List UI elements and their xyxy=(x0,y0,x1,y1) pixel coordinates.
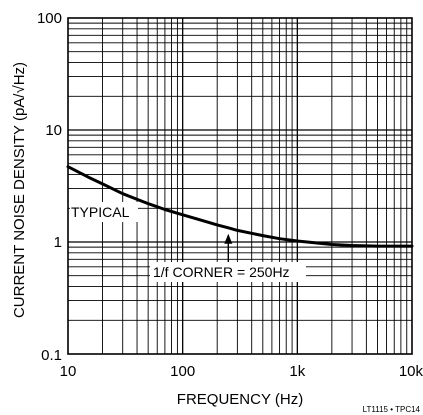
corner-arrow-head xyxy=(224,233,233,244)
series-line-typical xyxy=(66,165,414,248)
x-axis-title: FREQUENCY (Hz) xyxy=(177,391,303,408)
grid xyxy=(68,18,412,354)
typical-label-annotation: TYPICAL xyxy=(70,202,138,222)
corner-label: 1/f CORNER = 250Hz xyxy=(153,264,290,280)
plot-frame xyxy=(67,17,413,355)
x-tick-label: 1k xyxy=(289,363,305,380)
typical-label-background xyxy=(70,202,138,222)
y-tick-label: 0.1 xyxy=(41,347,62,364)
corner-annotation: 1/f CORNER = 250Hz xyxy=(150,233,306,282)
typical-label: TYPICAL xyxy=(71,204,130,220)
y-axis-title: CURRENT NOISE DENSITY (pA/√Hz) xyxy=(11,62,28,318)
y-tick-label: 1 xyxy=(54,234,62,251)
x-tick-label: 10 xyxy=(60,363,77,380)
y-tick-label: 100 xyxy=(37,10,62,27)
x-tick-label: 100 xyxy=(170,363,195,380)
x-tick-label: 10k xyxy=(399,363,423,380)
figure-code: LT1115 • TPC14 xyxy=(363,405,421,414)
corner-label-background xyxy=(150,262,306,282)
y-tick-label: 10 xyxy=(45,122,62,139)
series-layer xyxy=(66,165,414,248)
tick-labels: 10 100 1k 10k 100 10 1 0.1 xyxy=(37,10,423,380)
